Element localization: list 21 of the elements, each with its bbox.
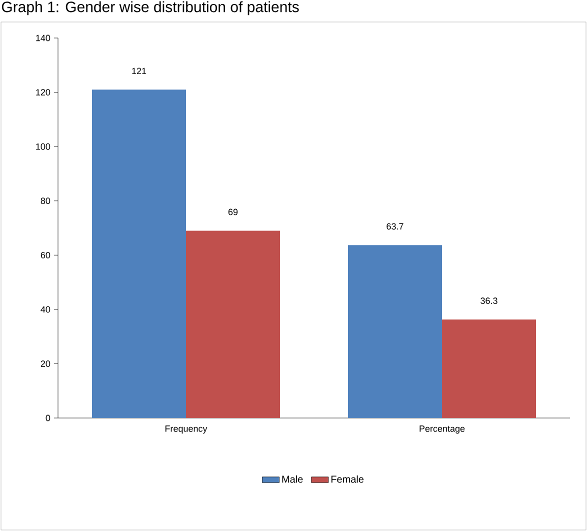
y-tick-label: 40 [40, 306, 50, 313]
bar [92, 90, 186, 418]
bar [348, 245, 442, 418]
y-tick-label: 20 [40, 360, 50, 367]
y-tick-label: 80 [40, 198, 50, 204]
x-tick-label: Percentage [420, 426, 465, 434]
legend-label: Female [331, 475, 364, 483]
y-tick-label: 100 [36, 143, 50, 150]
x-tick-label: Frequency [165, 426, 208, 434]
bar [442, 319, 536, 418]
data-label: 121 [132, 68, 146, 74]
legend-label: Male [282, 475, 303, 483]
y-tick-label: 140 [36, 34, 50, 42]
bar [186, 230, 280, 418]
chart-title: Graph 1: Gender wise distribution of patients [2, 1, 299, 16]
data-label: 69 [228, 208, 238, 216]
y-tick-label: 0 [46, 414, 50, 422]
y-tick-label: 120 [36, 89, 50, 96]
data-label: 36.3 [480, 298, 498, 304]
y-tick-label: 60 [40, 252, 50, 258]
data-label: 63.7 [386, 223, 404, 230]
